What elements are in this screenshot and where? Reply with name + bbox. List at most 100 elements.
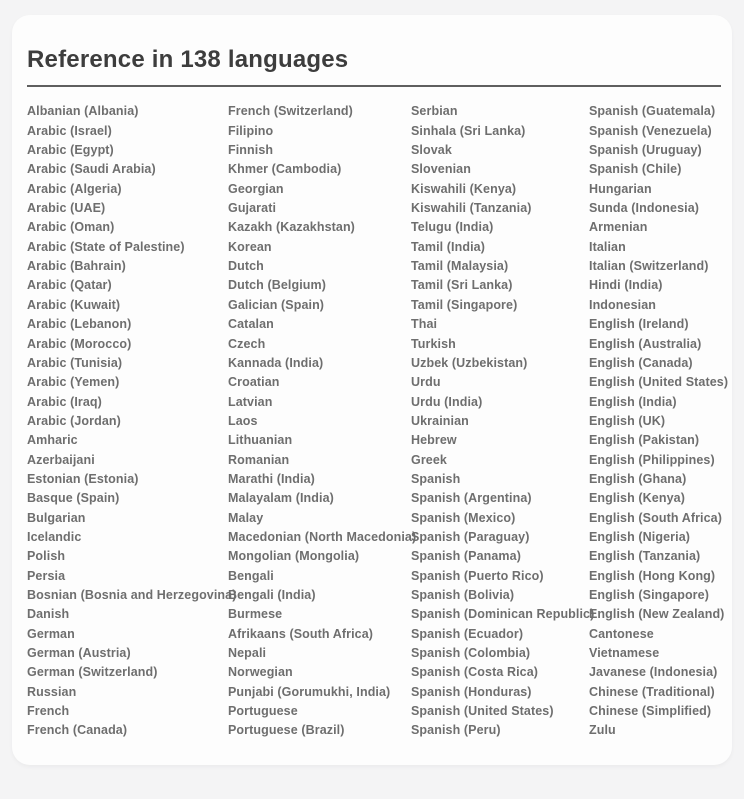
language-item: Spanish (Chile) xyxy=(589,162,682,177)
language-item: Punjabi (Gorumukhi, India) xyxy=(228,684,391,699)
language-item: Urdu (India) xyxy=(411,394,483,409)
language-item: Turkish xyxy=(411,336,456,351)
language-item: English (India) xyxy=(589,394,677,409)
language-item: Bengali (India) xyxy=(228,587,316,602)
language-item: Arabic (Oman) xyxy=(27,220,115,235)
language-item: English (Pakistan) xyxy=(589,433,700,448)
language-item: Spanish (Mexico) xyxy=(411,510,516,525)
language-item: Spanish (Ecuador) xyxy=(411,626,524,641)
language-item: Dutch (Belgium) xyxy=(228,278,327,293)
language-item: Arabic (Lebanon) xyxy=(27,317,132,332)
language-item: Portuguese xyxy=(228,704,298,719)
page-title: Reference in 138 languages xyxy=(27,46,349,73)
language-item: English (Hong Kong) xyxy=(589,568,716,583)
language-item: Galician (Spain) xyxy=(228,297,325,312)
language-item: Tamil (Singapore) xyxy=(411,297,518,312)
language-item: Latvian xyxy=(228,394,273,409)
language-item: Arabic (UAE) xyxy=(27,201,106,216)
language-item: Spanish (Peru) xyxy=(411,723,501,738)
language-item: English (Tanzania) xyxy=(589,549,701,564)
language-item: Arabic (Bahrain) xyxy=(27,259,126,274)
language-item: Catalan xyxy=(228,317,274,332)
language-column-3: Serbian Sinhala (Sri Lanka) Slovak Slovenia… xyxy=(411,102,595,740)
languages-card: Reference in 138 languages Albanian (Alb… xyxy=(12,15,732,765)
language-item: Chinese (Traditional) xyxy=(589,684,715,699)
language-item: Thai xyxy=(411,317,438,332)
language-column-2: French (Switzerland) Filipino Finnish Khmer… xyxy=(228,102,417,740)
language-item: Spanish (Uruguay) xyxy=(589,143,702,158)
language-item: Danish xyxy=(27,607,70,622)
language-column-1: Albanian (Albania) Arabic (Israel) Arabic … xyxy=(27,102,237,740)
language-item: Persia xyxy=(27,568,66,583)
language-item: Mongolian (Mongolia) xyxy=(228,549,360,564)
language-item: Marathi (India) xyxy=(228,471,315,486)
language-item: Afrikaans (South Africa) xyxy=(228,626,374,641)
language-item: Georgian xyxy=(228,181,284,196)
language-item: Nepali xyxy=(228,646,267,661)
language-column-4: Spanish (Guatemala) Spanish (Venezuela) Sp… xyxy=(589,102,728,740)
language-item: English (Ghana) xyxy=(589,471,687,486)
language-item: Spanish (Bolivia) xyxy=(411,587,515,602)
language-item: German (Austria) xyxy=(27,646,131,661)
language-item: Chinese (Simplified) xyxy=(589,704,712,719)
language-item: Cantonese xyxy=(589,626,654,641)
language-item: Kannada (India) xyxy=(228,355,324,370)
language-item: Bulgarian xyxy=(27,510,86,525)
language-item: Sunda (Indonesia) xyxy=(589,201,700,216)
language-item: Arabic (Iraq) xyxy=(27,394,102,409)
language-item: Bosnian (Bosnia and Herzegovina) xyxy=(27,587,237,602)
language-item: Vietnamese xyxy=(589,646,660,661)
language-item: Amharic xyxy=(27,433,78,448)
language-item: Korean xyxy=(228,239,272,254)
language-item: English (Canada) xyxy=(589,355,693,370)
language-item: Arabic (Qatar) xyxy=(27,278,112,293)
language-item: Kazakh (Kazakhstan) xyxy=(228,220,355,235)
language-item: Czech xyxy=(228,336,266,351)
language-item: Norwegian xyxy=(228,665,293,680)
language-item: English (UK) xyxy=(589,413,666,428)
language-item: Arabic (Israel) xyxy=(27,123,112,138)
language-item: Urdu xyxy=(411,375,441,390)
language-item: Finnish xyxy=(228,143,274,158)
language-item: German (Switzerland) xyxy=(27,665,158,680)
language-item: Gujarati xyxy=(228,201,277,216)
language-item: Arabic (Egypt) xyxy=(27,143,114,158)
language-item: Slovenian xyxy=(411,162,471,177)
language-item: Spanish (Panama) xyxy=(411,549,521,564)
language-item: Lithuanian xyxy=(228,433,293,448)
language-item: English (South Africa) xyxy=(589,510,722,525)
language-item: Icelandic xyxy=(27,529,82,544)
language-item: Italian (Switzerland) xyxy=(589,259,709,274)
language-item: Spanish (Dominican Republic) xyxy=(411,607,595,622)
language-item: Spanish xyxy=(411,471,461,486)
language-item: Spanish (Colombia) xyxy=(411,646,531,661)
language-item: Uzbek (Uzbekistan) xyxy=(411,355,528,370)
language-item: Azerbaijani xyxy=(27,452,95,467)
language-item: Macedonian (North Macedonia) xyxy=(228,529,417,544)
language-item: Spanish (Honduras) xyxy=(411,684,532,699)
language-item: Zulu xyxy=(589,723,616,738)
language-item: Khmer (Cambodia) xyxy=(228,162,342,177)
language-item: Arabic (Yemen) xyxy=(27,375,120,390)
language-grid: Albanian (Albania) Arabic (Israel) Arabic … xyxy=(27,102,728,740)
language-item: Burmese xyxy=(228,607,283,622)
language-item: Spanish (Guatemala) xyxy=(589,104,716,119)
language-item: Ukrainian xyxy=(411,413,469,428)
language-item: Basque (Spain) xyxy=(27,491,120,506)
language-item: Arabic (Tunisia) xyxy=(27,355,123,370)
language-item: English (Kenya) xyxy=(589,491,685,506)
language-item: Spanish (United States) xyxy=(411,704,554,719)
language-item: Arabic (Morocco) xyxy=(27,336,132,351)
language-item: Italian xyxy=(589,239,626,254)
language-item: Malayalam (India) xyxy=(228,491,334,506)
language-item: Arabic (Kuwait) xyxy=(27,297,121,312)
language-item: Hebrew xyxy=(411,433,457,448)
language-item: Polish xyxy=(27,549,66,564)
language-item: Dutch xyxy=(228,259,264,274)
language-item: Hungarian xyxy=(589,181,652,196)
language-item: English (Nigeria) xyxy=(589,529,691,544)
language-item: Spanish (Argentina) xyxy=(411,491,532,506)
language-item: Spanish (Puerto Rico) xyxy=(411,568,544,583)
language-item: Javanese (Indonesia) xyxy=(589,665,718,680)
language-item: Spanish (Venezuela) xyxy=(589,123,712,138)
